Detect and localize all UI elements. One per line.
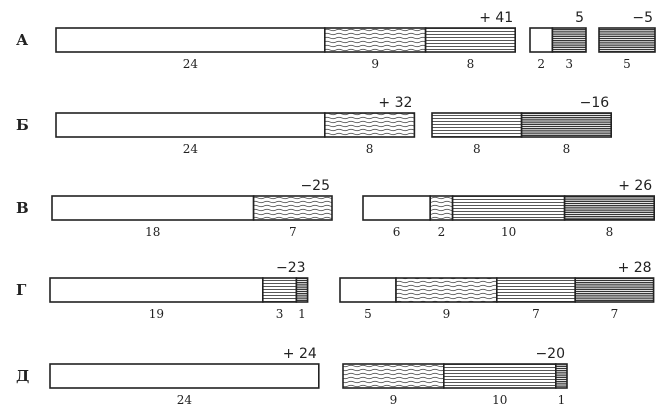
segment-value-label: 8	[473, 142, 481, 156]
row-letter: Б	[16, 116, 29, 134]
bar-segment	[49, 277, 264, 303]
segment-value-label: 24	[177, 393, 193, 407]
bar-segment	[429, 195, 454, 221]
segment-value-label: 2	[438, 225, 446, 239]
bar-segment	[551, 27, 587, 53]
bar-segment	[424, 27, 517, 53]
group-total-label: + 32	[378, 95, 412, 111]
bar-segment	[362, 195, 431, 221]
bar-segment	[323, 27, 427, 53]
group-total-label: 5	[575, 10, 584, 26]
row-letter: Д	[16, 367, 29, 385]
bar-segment	[323, 112, 416, 138]
bar-segment	[451, 195, 566, 221]
row-letter: Г	[16, 281, 27, 299]
bar-segment	[598, 27, 656, 53]
segment-value-label: 3	[565, 57, 573, 71]
bar-segment	[261, 277, 298, 303]
segment-value-label: 18	[145, 225, 160, 239]
bar-segment	[495, 277, 576, 303]
bar-segment	[442, 363, 557, 389]
bar-segment	[520, 112, 612, 138]
segment-value-label: 5	[623, 57, 631, 71]
segment-value-label: 24	[183, 57, 199, 71]
bar-segment	[574, 277, 655, 303]
segment-value-label: 7	[289, 225, 297, 239]
bar-segment	[431, 112, 523, 138]
segment-value-label: 8	[366, 142, 374, 156]
bar-segment	[51, 195, 255, 221]
bar-segment	[55, 27, 326, 53]
group-total-label: −5	[632, 10, 653, 26]
bar-segment	[529, 27, 554, 53]
bar-segment	[49, 363, 320, 389]
bar-segment	[342, 363, 445, 389]
segment-value-label: 5	[364, 307, 372, 321]
segment-value-label: 8	[563, 142, 571, 156]
segment-value-label: 19	[149, 307, 164, 321]
group-total-label: + 24	[283, 346, 317, 362]
segment-value-label: 8	[467, 57, 475, 71]
segment-value-label: 8	[606, 225, 614, 239]
group-total-label: + 41	[479, 10, 513, 26]
segment-value-label: 7	[611, 307, 619, 321]
segment-value-label: 9	[371, 57, 379, 71]
segment-value-label: 7	[532, 307, 540, 321]
group-total-label: + 26	[618, 178, 652, 194]
segment-value-label: 2	[537, 57, 545, 71]
group-total-label: −20	[535, 346, 565, 362]
group-total-label: + 28	[618, 260, 652, 276]
segment-value-label: 10	[492, 393, 507, 407]
bar-segment	[55, 112, 326, 138]
bar-segment	[395, 277, 498, 303]
group-total-label: −25	[300, 178, 330, 194]
group-total-label: −23	[276, 260, 306, 276]
group-total-label: −16	[580, 95, 610, 111]
segment-value-label: 3	[276, 307, 284, 321]
segment-value-label: 1	[558, 393, 566, 407]
bar-segment	[339, 277, 397, 303]
bar-segment	[295, 277, 309, 303]
segment-value-label: 1	[298, 307, 306, 321]
segment-value-label: 10	[501, 225, 516, 239]
bar-segment	[252, 195, 333, 221]
bar-segment	[563, 195, 655, 221]
bar-segment	[554, 363, 568, 389]
segment-value-label: 9	[390, 393, 398, 407]
segment-value-label: 24	[183, 142, 199, 156]
segment-value-label: 9	[443, 307, 451, 321]
segment-value-label: 6	[393, 225, 401, 239]
row-letter: В	[16, 199, 29, 217]
row-letter: А	[16, 31, 29, 49]
